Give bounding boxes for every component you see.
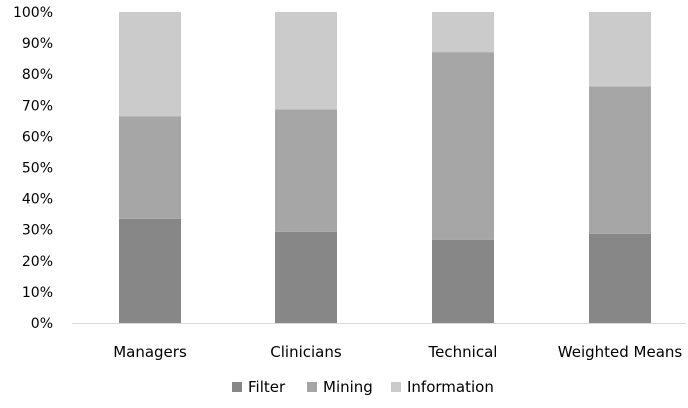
legend-swatch-mining	[307, 382, 317, 392]
y-tick-label: 80%	[22, 67, 53, 83]
legend-swatch-filter	[232, 382, 242, 392]
bar-segment-filter-technical	[432, 239, 494, 323]
bar-segment-mining-technical	[432, 52, 494, 240]
y-tick-label: 50%	[22, 161, 53, 177]
legend-swatch-information	[391, 382, 401, 392]
bar-segment-filter-weighted-means	[589, 233, 651, 323]
x-category-label: Managers	[113, 343, 187, 361]
y-tick-label: 90%	[22, 36, 53, 52]
bar-segment-information-technical	[432, 12, 494, 53]
bars-group	[119, 12, 651, 323]
y-tick-label: 70%	[22, 98, 53, 114]
bar-segment-mining-weighted-means	[589, 86, 651, 234]
y-tick-label: 10%	[22, 285, 53, 301]
bar-segment-information-weighted-means	[589, 12, 651, 87]
y-tick-label: 30%	[22, 223, 53, 239]
y-axis-ticks: 0% 10% 20% 30% 40% 50% 60% 70% 80% 90% 100%	[13, 5, 53, 332]
legend-label-mining: Mining	[323, 378, 373, 396]
y-tick-label: 0%	[31, 316, 53, 332]
bar-segment-mining-clinicians	[275, 109, 337, 232]
bar-segment-information-clinicians	[275, 12, 337, 110]
x-category-label: Clinicians	[270, 343, 342, 361]
x-axis-category-labels: Managers Clinicians Technical Weighted Mean…	[113, 343, 682, 361]
x-category-label: Technical	[428, 343, 498, 361]
bar-segment-filter-managers	[119, 218, 181, 323]
bar-segment-filter-clinicians	[275, 231, 337, 323]
y-tick-label: 100%	[13, 5, 53, 21]
x-category-label: Weighted Means	[558, 343, 683, 361]
bar-segment-information-managers	[119, 12, 181, 117]
y-tick-label: 20%	[22, 254, 53, 270]
y-tick-label: 40%	[22, 192, 53, 208]
legend: Filter Mining Information	[232, 378, 494, 396]
legend-label-information: Information	[407, 378, 494, 396]
legend-label-filter: Filter	[248, 378, 286, 396]
y-tick-label: 60%	[22, 129, 53, 145]
bar-segment-mining-managers	[119, 116, 181, 219]
